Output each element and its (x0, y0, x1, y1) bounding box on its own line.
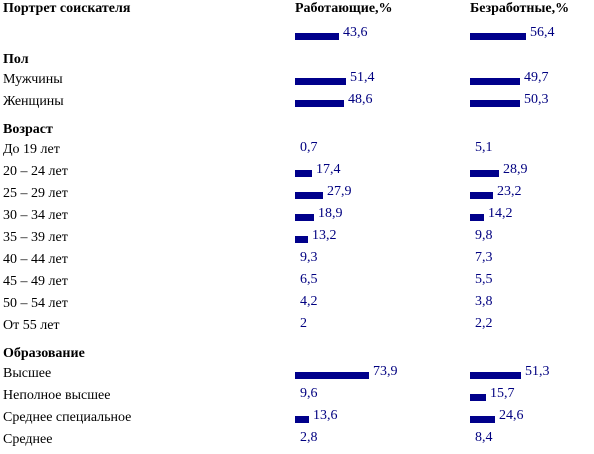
bar-working (295, 372, 369, 379)
row-label: Мужчины (3, 72, 63, 87)
page-title: Портрет соискателя (3, 1, 131, 16)
row-label: 50 – 54 лет (3, 296, 68, 311)
bar-working (295, 214, 314, 221)
value-label-unemployed: 5,1 (475, 140, 493, 155)
row-label: 20 – 24 лет (3, 164, 68, 179)
value-label-working: 4,2 (300, 294, 318, 309)
value-label-working: 9,6 (300, 386, 318, 401)
value-label-unemployed: 9,8 (475, 228, 493, 243)
value-label-unemployed: 51,3 (525, 364, 550, 379)
bar-working (295, 170, 312, 177)
bar-working (295, 192, 323, 199)
value-label-working: 13,6 (313, 408, 338, 423)
row-label: 40 – 44 лет (3, 252, 68, 267)
row-label: 25 – 29 лет (3, 186, 68, 201)
row-label: 45 – 49 лет (3, 274, 68, 289)
section-header: Пол (3, 52, 29, 67)
value-label-working: 13,2 (312, 228, 337, 243)
row-label: Высшее (3, 366, 52, 381)
value-label-unemployed: 2,2 (475, 316, 493, 331)
value-label-unemployed: 7,3 (475, 250, 493, 265)
value-label-working: 27,9 (327, 184, 352, 199)
value-label-unemployed: 14,2 (488, 206, 513, 221)
value-label-unemployed: 15,7 (490, 386, 515, 401)
value-label-working: 2,8 (300, 430, 318, 445)
bar-unemployed (470, 214, 484, 221)
row-label: Среднее (3, 432, 53, 447)
value-label-working: 48,6 (348, 92, 373, 107)
value-label-unemployed: 8,4 (475, 430, 493, 445)
value-label-unemployed: 49,7 (524, 70, 549, 85)
value-label-unemployed: 23,2 (497, 184, 522, 199)
value-label-working: 2 (300, 316, 307, 331)
column-header-unemployed: Безработные,% (470, 1, 570, 16)
value-label-working: 6,5 (300, 272, 318, 287)
value-label-working: 17,4 (316, 162, 341, 177)
bar-working (295, 416, 309, 423)
row-label: Неполное высшее (3, 388, 111, 403)
column-header-working: Работающие,% (295, 1, 393, 16)
value-label-unemployed: 56,4 (530, 25, 555, 40)
bar-unemployed (470, 192, 493, 199)
row-label: От 55 лет (3, 318, 60, 333)
bar-unemployed (470, 78, 520, 85)
row-label: 35 – 39 лет (3, 230, 68, 245)
bar-unemployed (470, 372, 521, 379)
value-label-unemployed: 3,8 (475, 294, 493, 309)
row-label: Женщины (3, 94, 64, 109)
value-label-working: 51,4 (350, 70, 375, 85)
value-label-working: 0,7 (300, 140, 318, 155)
bar-unemployed (470, 33, 526, 40)
bar-unemployed (470, 100, 520, 107)
bar-working (295, 33, 339, 40)
row-label: До 19 лет (3, 142, 60, 157)
value-label-unemployed: 28,9 (503, 162, 528, 177)
bar-unemployed (470, 394, 486, 401)
value-label-unemployed: 50,3 (524, 92, 549, 107)
bar-working (295, 100, 344, 107)
bar-working (295, 78, 346, 85)
row-label: Среднее специальное (3, 410, 132, 425)
value-label-working: 73,9 (373, 364, 398, 379)
value-label-unemployed: 5,5 (475, 272, 493, 287)
value-label-unemployed: 24,6 (499, 408, 524, 423)
value-label-working: 18,9 (318, 206, 343, 221)
section-header: Образование (3, 346, 85, 361)
section-header: Возраст (3, 122, 53, 137)
value-label-working: 9,3 (300, 250, 318, 265)
bar-working (295, 236, 308, 243)
bar-unemployed (470, 170, 499, 177)
value-label-working: 43,6 (343, 25, 368, 40)
row-label: 30 – 34 лет (3, 208, 68, 223)
bar-unemployed (470, 416, 495, 423)
